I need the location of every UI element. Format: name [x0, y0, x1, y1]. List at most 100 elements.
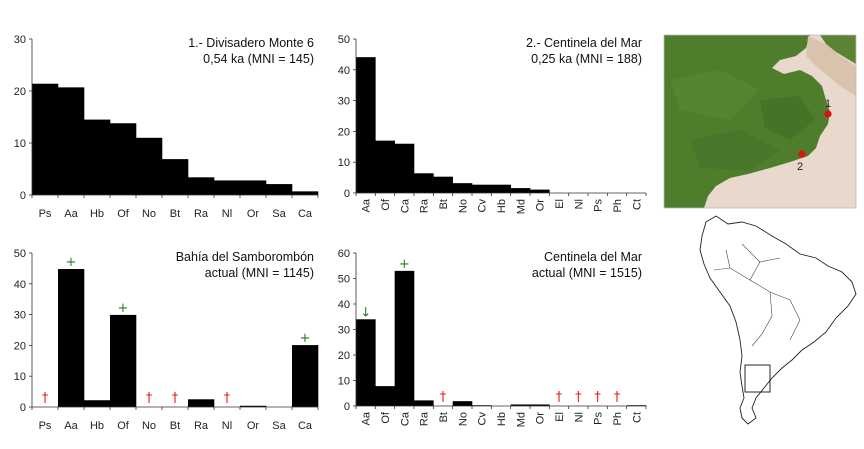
x-tick-label: No	[457, 412, 469, 426]
chart-subtitle: actual (MNI = 1145)	[205, 266, 314, 280]
chart-1: 0 10 20 30 Ps Aa Hb Of No Bt Ra Nl Or Sa Ca 1.- Divisad…	[14, 34, 319, 220]
x-tick-label: Ra	[194, 420, 209, 432]
y-tick-label: 20	[338, 350, 350, 362]
y-tick-label: 0	[344, 401, 350, 413]
x-tick-label: Ph	[612, 199, 624, 212]
x-tick-label: Bt	[170, 208, 180, 220]
x-tick-label: Ps	[593, 412, 605, 425]
site-label-1: 1	[825, 98, 831, 110]
x-tick-label: Hb	[90, 208, 104, 220]
chart-subtitle: actual (MNI = 1515)	[532, 266, 642, 280]
x-tick-label: Ca	[399, 411, 411, 426]
x-tick-label: Nl	[222, 420, 232, 432]
bar-cv	[472, 184, 492, 193]
bar-or	[240, 405, 267, 407]
marker-no: †	[146, 391, 153, 406]
bar-md	[510, 404, 531, 406]
map-frame	[663, 34, 857, 209]
x-tick-label: Ps	[39, 420, 52, 432]
y-tick-label: 0	[20, 402, 26, 414]
y-tick-label: 40	[338, 65, 350, 77]
marker-nl: †	[575, 390, 582, 405]
x-tick-label: Aa	[64, 208, 78, 220]
y-tick-label: 50	[338, 34, 350, 46]
bar-or	[530, 189, 550, 193]
bar-ra	[188, 399, 215, 407]
x-tick-label: Of	[380, 198, 392, 211]
x-tick-label: Or	[247, 208, 260, 220]
chart-title: Bahía del Samborombón	[176, 250, 314, 264]
charts-group: 0 10 20 30 Ps Aa Hb Of No Bt Ra Nl Or Sa Ca 1.- Divisad…	[14, 34, 647, 432]
bar-of	[110, 123, 137, 195]
chart-title: 1.- Divisadero Monte 6	[188, 36, 314, 50]
bar-sa	[266, 184, 293, 195]
x-tick-label: Of	[380, 411, 392, 424]
x-tick-label: El	[554, 199, 566, 209]
x-tick-label: Cv	[477, 412, 489, 426]
x-tick-label: Or	[535, 412, 547, 425]
bar-aa	[58, 269, 85, 407]
y-tick-label: 10	[338, 376, 350, 388]
y-tick-label: 50	[338, 274, 350, 286]
bar-of	[110, 314, 137, 407]
y-tick-label: 10	[14, 138, 26, 150]
x-tick-label: Bt	[438, 199, 450, 209]
chart-subtitle: 0,54 ka (MNI = 145)	[203, 52, 314, 66]
bar-ps	[32, 83, 59, 195]
x-tick-label: Sa	[272, 208, 286, 220]
satellite-map: 1 2	[663, 34, 857, 209]
y-tick-label: 30	[338, 325, 350, 337]
bar-nl	[214, 180, 241, 195]
marker-aa: ↓	[360, 305, 371, 320]
marker-ca: +	[399, 257, 410, 272]
y-tick-label: 30	[338, 96, 350, 108]
bar-ra	[188, 177, 215, 195]
y-tick-label: 0	[344, 188, 350, 200]
y-tick-label: 20	[338, 126, 350, 138]
x-tick-label: Hb	[496, 412, 508, 426]
bar-or	[240, 180, 267, 195]
y-tick-label: 50	[14, 248, 26, 260]
south-america-outline	[699, 215, 857, 425]
x-tick-label: Ct	[631, 199, 643, 210]
x-tick-label: Ps	[593, 199, 605, 212]
bar-ca	[394, 143, 415, 193]
x-tick-label: Hb	[496, 199, 508, 213]
chart-2: 0 10 20 30 40 50 Aa Of Ca Ra Bt No Cv Hb Md Or El Nl Ps Ph C…	[338, 34, 647, 214]
chart-4: 0 10 20 30 40 50 60 Aa Of Ca Ra Bt No Cv Hb Md Or El Nl Ps P…	[338, 248, 647, 427]
marker-ca: +	[300, 331, 311, 346]
south-america-map	[699, 215, 857, 425]
marker-ph: †	[614, 390, 621, 405]
bar-aa	[356, 57, 376, 194]
x-tick-label: Nl	[573, 412, 585, 422]
y-tick-label: 10	[338, 157, 350, 169]
chart-title: 2.- Centinela del Mar	[526, 36, 642, 50]
bar-or	[530, 404, 550, 406]
x-tick-label: Md	[515, 412, 527, 427]
marker-bt: †	[440, 390, 447, 405]
bar-aa	[356, 319, 376, 406]
x-tick-label: Ra	[419, 198, 431, 213]
country-borders	[713, 243, 801, 347]
chart-title: Centinela del Mar	[544, 250, 642, 264]
x-tick-label: No	[142, 208, 156, 220]
map-land-north	[820, 35, 856, 64]
marker-ps: †	[594, 390, 601, 405]
bar-no	[452, 401, 473, 406]
y-tick-label: 30	[14, 310, 26, 322]
y-tick-label: 40	[338, 299, 350, 311]
x-tick-label: Of	[117, 420, 130, 432]
x-tick-label: Bt	[170, 420, 180, 432]
site-marker-2	[798, 150, 806, 158]
y-tick-label: 0	[20, 190, 26, 202]
bar-no	[452, 183, 473, 193]
x-tick-label: No	[457, 199, 469, 213]
marker-aa: +	[66, 255, 77, 270]
marker-of: +	[118, 301, 129, 316]
x-tick-label: Ph	[612, 412, 624, 425]
bar-ra	[414, 400, 434, 406]
bar-no	[136, 137, 163, 195]
x-tick-label: Ca	[399, 198, 411, 213]
x-tick-label: Md	[515, 199, 527, 214]
